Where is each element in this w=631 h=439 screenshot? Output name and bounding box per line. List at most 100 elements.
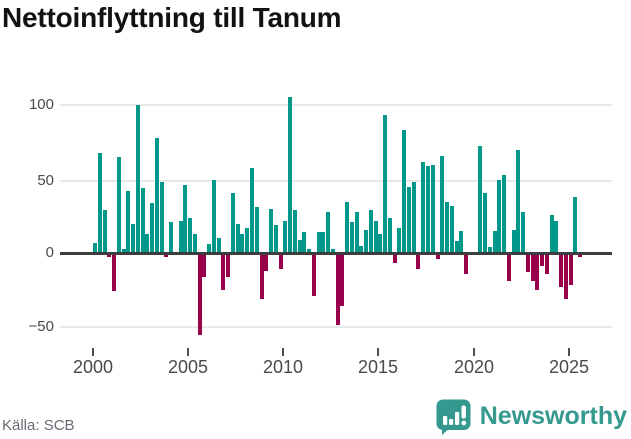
bar-negative bbox=[535, 254, 540, 290]
bar-positive bbox=[169, 222, 174, 254]
source-credit: Källa: SCB bbox=[2, 417, 75, 434]
bar-positive bbox=[373, 220, 378, 254]
bar-positive bbox=[273, 225, 278, 254]
bar-negative bbox=[278, 254, 283, 270]
bar-positive bbox=[116, 157, 121, 254]
bar-positive bbox=[511, 229, 516, 254]
bar-positive bbox=[135, 104, 140, 254]
y-tick-label-neg50: −50 bbox=[28, 317, 54, 335]
bar-positive bbox=[102, 210, 107, 254]
bar-positive bbox=[368, 210, 373, 254]
bar-negative bbox=[416, 254, 421, 270]
bar-negative bbox=[392, 254, 397, 264]
bar-negative bbox=[568, 254, 573, 286]
plot-area bbox=[60, 85, 612, 348]
bar-positive bbox=[131, 223, 136, 254]
x-tick-2015 bbox=[377, 348, 379, 356]
bar-positive bbox=[283, 220, 288, 254]
bar-positive bbox=[492, 230, 497, 254]
bar-positive bbox=[140, 188, 145, 254]
bar-positive bbox=[216, 238, 221, 254]
bar-positive bbox=[411, 182, 416, 254]
bar-positive bbox=[516, 150, 521, 254]
bar-positive bbox=[307, 248, 312, 254]
bar-positive bbox=[211, 179, 216, 254]
bar-positive bbox=[406, 186, 411, 254]
y-tick-label-100: 100 bbox=[28, 96, 54, 113]
bar-positive bbox=[150, 203, 155, 254]
bar-positive bbox=[245, 228, 250, 254]
x-tick-label-2000: 2000 bbox=[72, 357, 114, 377]
bar-positive bbox=[230, 192, 235, 254]
bar-negative bbox=[311, 254, 316, 296]
bar-positive bbox=[145, 233, 150, 254]
bar-positive bbox=[321, 232, 326, 254]
bar-positive bbox=[359, 245, 364, 254]
bar-negative bbox=[164, 254, 169, 258]
gridline-100 bbox=[60, 104, 612, 106]
bar-positive bbox=[449, 205, 454, 254]
bar-positive bbox=[383, 114, 388, 254]
bar-positive bbox=[487, 247, 492, 254]
bar-negative bbox=[563, 254, 568, 299]
bar-positive bbox=[207, 244, 212, 254]
x-tick-label-2015: 2015 bbox=[357, 357, 399, 377]
y-tick-label-50: 50 bbox=[37, 171, 54, 189]
gridline-neg50 bbox=[60, 325, 612, 328]
newsworthy-logo: Newsworthy bbox=[435, 398, 627, 435]
bar-positive bbox=[454, 241, 459, 254]
bar-positive bbox=[297, 239, 302, 254]
bar-negative bbox=[578, 254, 583, 258]
bar-positive bbox=[430, 164, 435, 254]
bar-positive bbox=[397, 228, 402, 254]
bar-positive bbox=[554, 220, 559, 254]
bar-positive bbox=[249, 167, 254, 254]
x-tick-label-2020: 2020 bbox=[453, 357, 495, 377]
bar-positive bbox=[240, 233, 245, 254]
bar-positive bbox=[573, 197, 578, 254]
bar-negative bbox=[226, 254, 231, 277]
bar-positive bbox=[426, 166, 430, 254]
x-tick-2010 bbox=[282, 348, 284, 356]
bar-positive bbox=[288, 97, 293, 254]
bar-negative bbox=[264, 254, 269, 271]
bar-negative bbox=[335, 254, 340, 326]
newsworthy-icon bbox=[435, 398, 472, 435]
bar-positive bbox=[549, 214, 554, 254]
bar-negative bbox=[112, 254, 117, 292]
bar-positive bbox=[521, 211, 526, 254]
bar-positive bbox=[354, 211, 359, 254]
bar-negative bbox=[259, 254, 264, 299]
bar-positive bbox=[235, 223, 240, 254]
bar-negative bbox=[544, 254, 549, 274]
bar-positive bbox=[121, 248, 126, 254]
bar-positive bbox=[349, 222, 354, 254]
x-tick-2000 bbox=[92, 348, 94, 356]
bar-positive bbox=[254, 207, 259, 254]
newsworthy-wordmark: Newsworthy bbox=[479, 402, 627, 430]
bar-negative bbox=[202, 254, 207, 277]
bar-positive bbox=[188, 217, 193, 254]
bar-positive bbox=[387, 217, 392, 254]
bar-positive bbox=[459, 230, 464, 254]
bar-negative bbox=[506, 254, 511, 281]
bar-negative bbox=[559, 254, 564, 287]
bar-negative bbox=[525, 254, 530, 273]
bar-positive bbox=[364, 229, 369, 254]
x-tick-2025 bbox=[568, 348, 570, 356]
bar-positive bbox=[183, 185, 188, 254]
bar-positive bbox=[292, 210, 297, 254]
bar-positive bbox=[159, 182, 164, 254]
bar-positive bbox=[478, 145, 483, 254]
zero-axis-line bbox=[60, 251, 612, 255]
bar-positive bbox=[330, 248, 335, 254]
bar-positive bbox=[302, 232, 307, 254]
bar-negative bbox=[530, 254, 535, 281]
bar-positive bbox=[97, 153, 102, 254]
bar-negative bbox=[197, 254, 202, 336]
bar-positive bbox=[154, 138, 159, 254]
x-tick-2005 bbox=[187, 348, 189, 356]
chart-title: Nettoinflyttning till Tanum bbox=[2, 2, 342, 33]
bar-positive bbox=[402, 129, 407, 254]
bar-positive bbox=[126, 191, 131, 254]
